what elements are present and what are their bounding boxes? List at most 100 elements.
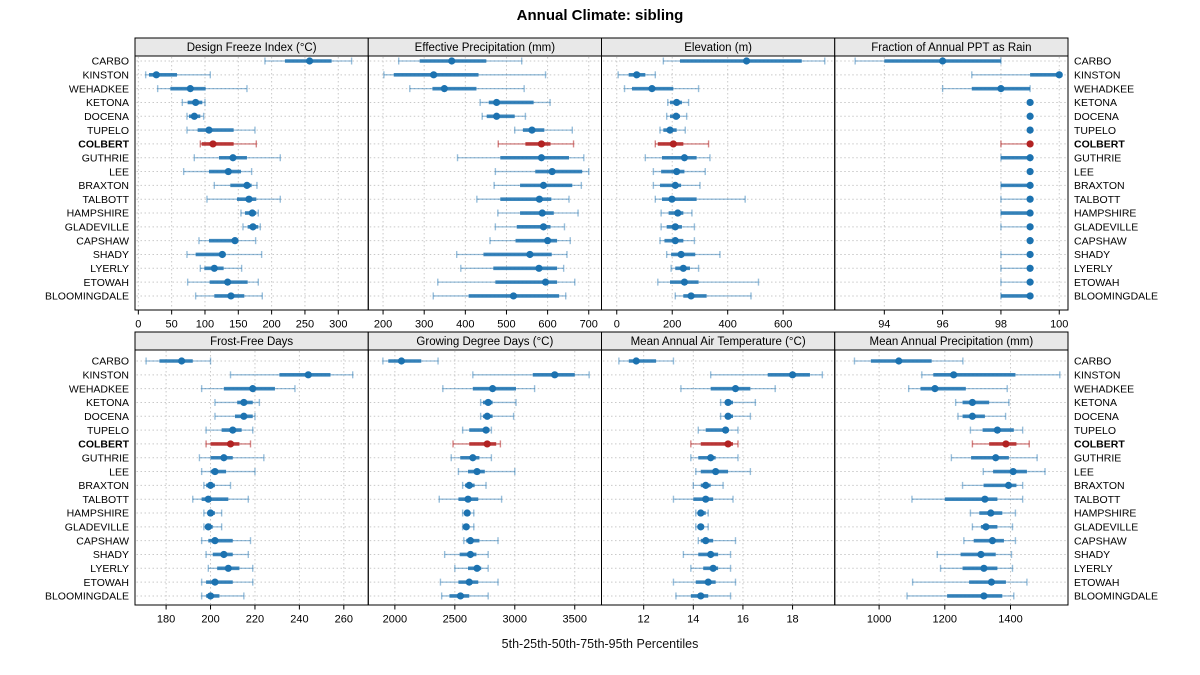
x-tick-label: 500 (497, 319, 515, 331)
row-label-left-docena: DOCENA (84, 111, 129, 123)
median-dot (211, 578, 219, 586)
median-dot (977, 550, 985, 559)
percentile-row-shady (1000, 250, 1034, 259)
median-dot (526, 250, 534, 259)
median-dot (788, 371, 797, 379)
median-dot (680, 154, 689, 162)
percentile-row-gladeville (695, 523, 709, 531)
median-dot (721, 426, 730, 434)
row-label-left-colbert: COLBERT (78, 439, 129, 451)
percentile-row-hampshire (240, 209, 259, 217)
percentile-row-talbott (911, 495, 1024, 503)
median-dot (535, 264, 543, 272)
median-dot (204, 495, 212, 503)
median-dot (205, 126, 213, 134)
percentile-row-hampshire (969, 509, 1017, 517)
median-dot (666, 126, 674, 134)
row-label-right-hampshire: HAMPSHIRE (1074, 208, 1136, 220)
x-tick-label: 1000 (867, 614, 891, 626)
percentile-row-etowah (200, 578, 254, 586)
row-label-right-bloomingdale: BLOOMINGDALE (1074, 591, 1158, 603)
row-label-left-capshaw: CAPSHAW (76, 535, 129, 547)
median-dot (939, 57, 947, 65)
median-dot (218, 250, 226, 259)
row-label-right-lyerly: LYERLY (1074, 263, 1113, 275)
percentile-row-hampshire (461, 509, 475, 517)
percentile-row-guthrie (1000, 154, 1034, 162)
median-dot (473, 564, 481, 572)
percentile-row-capshaw (198, 237, 257, 245)
panel-title: Frost-Free Days (210, 336, 293, 348)
row-label-right-tupelo: TUPELO (1074, 125, 1116, 137)
percentile-row-docena (665, 112, 688, 120)
median-dot (240, 412, 248, 420)
percentile-row-etowah (439, 578, 499, 586)
x-axis: 0 50 100 150 200 250 300 (135, 310, 347, 331)
x-tick-label: 200 (201, 614, 219, 626)
x-tick-label: 700 (580, 319, 598, 331)
panel-title: Growing Degree Days (°C) (416, 336, 553, 348)
median-dot (463, 509, 471, 517)
median-dot (224, 278, 232, 286)
row-label-right-etowah: ETOWAH (1074, 577, 1120, 589)
percentile-row-shady (936, 550, 1013, 559)
row-label-right-etowah: ETOWAH (1074, 277, 1120, 289)
panel-design-freeze-index-c: Design Freeze Index (°C) 0 50 100 150 200 250 3… (134, 37, 369, 331)
median-dot (677, 250, 685, 259)
median-dot (483, 412, 491, 420)
median-dot (968, 412, 977, 420)
x-tick-label: 18 (786, 614, 798, 626)
row-label-left-ketona: KETONA (86, 97, 129, 109)
percentile-row-hampshire (203, 509, 223, 517)
percentile-row-carbo (145, 357, 212, 365)
percentile-row-braxton (692, 481, 724, 489)
percentile-row-braxton (461, 481, 487, 489)
percentile-row-ketona (181, 98, 206, 107)
percentile-row-shady (665, 250, 721, 259)
percentile-row-talbott (672, 495, 734, 503)
percentile-row-bloomingdale (1000, 292, 1034, 300)
median-dot (895, 357, 903, 365)
median-dot (539, 223, 548, 231)
median-dot (227, 292, 235, 300)
percentile-row-carbo (662, 57, 826, 65)
percentile-row-carbo (853, 357, 964, 365)
row-label-left-colbert: COLBERT (78, 139, 129, 151)
percentile-row-carbo (382, 357, 439, 365)
panel-title: Design Freeze Index (°C) (187, 42, 317, 54)
row-label-left-docena: DOCENA (84, 411, 129, 423)
row-label-left-etowah: ETOWAH (83, 277, 129, 289)
row-label-left-lee: LEE (109, 166, 129, 178)
x-axis: 180 200 220 240 260 (157, 605, 353, 626)
median-dot (192, 98, 200, 107)
percentile-row-carbo (264, 57, 353, 65)
median-dot (1026, 98, 1034, 107)
percentile-row-docena (957, 412, 1007, 420)
x-tick-label: 220 (246, 614, 264, 626)
percentile-row-guthrie (950, 454, 1038, 462)
median-dot (687, 292, 695, 300)
x-tick-label: 12 (638, 614, 650, 626)
percentile-row-tupelo (969, 426, 1024, 434)
x-tick-label: 0 (135, 319, 141, 331)
percentile-row-guthrie (198, 454, 265, 462)
percentile-row-talbott (192, 495, 249, 503)
percentile-row-lee (695, 467, 752, 476)
row-label-right-wehadkee: WEHADKEE (1074, 83, 1134, 95)
median-dot (1026, 223, 1034, 231)
percentile-row-braxton (493, 181, 583, 189)
percentile-row-kinston (709, 371, 824, 379)
percentile-row-lee (1026, 167, 1034, 176)
median-dot (673, 98, 681, 107)
median-dot (987, 578, 996, 586)
row-label-right-tupelo: TUPELO (1074, 425, 1116, 437)
row-label-left-ketona: KETONA (86, 397, 129, 409)
x-tick-label: 250 (296, 319, 314, 331)
row-label-left-guthrie: GUTHRIE (82, 152, 129, 164)
median-dot (448, 57, 456, 65)
percentile-row-guthrie (456, 154, 585, 162)
row-label-left-bloomingdale: BLOOMINGDALE (45, 291, 129, 303)
median-dot (482, 426, 490, 434)
percentile-row-hampshire (695, 509, 709, 517)
x-tick-label: 1200 (933, 614, 957, 626)
